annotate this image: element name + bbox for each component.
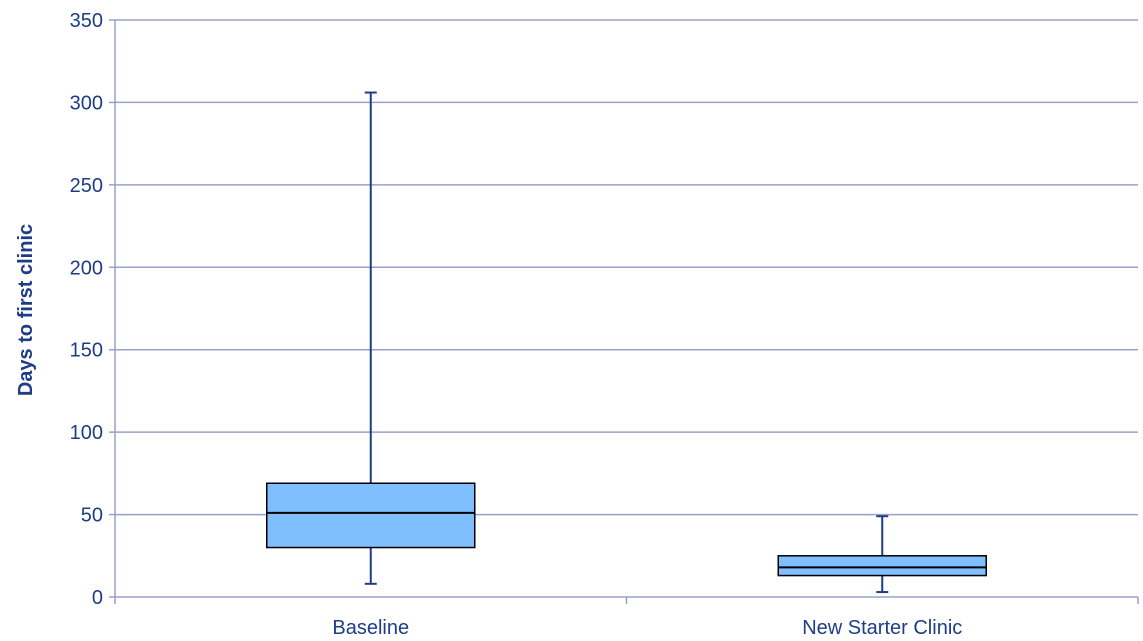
x-label-baseline: Baseline <box>332 617 409 639</box>
y-tick-label-0: 0 <box>92 587 103 609</box>
y-tick-label-250: 250 <box>70 175 103 197</box>
y-tick-label-50: 50 <box>81 505 103 527</box>
y-axis-ticks: 0 50 100 150 200 250 300 350 <box>70 10 115 609</box>
box-new-starter-clinic <box>777 515 987 594</box>
y-tick-label-150: 150 <box>70 340 103 362</box>
y-tick-label-350: 350 <box>70 10 103 32</box>
iqr-box <box>777 555 987 577</box>
axes <box>114 20 1139 604</box>
y-tick-label-200: 200 <box>70 257 103 279</box>
y-tick-label-300: 300 <box>70 92 103 114</box>
box-baseline <box>266 91 476 585</box>
x-label-new-starter-clinic: New Starter Clinic <box>802 617 962 639</box>
x-axis-labels: Baseline New Starter Clinic <box>332 617 962 639</box>
y-tick-label-100: 100 <box>70 422 103 444</box>
boxes <box>266 91 987 594</box>
iqr-box <box>266 482 476 549</box>
gridlines <box>115 19 1138 516</box>
y-axis-title: Days to first clinic <box>15 224 37 396</box>
